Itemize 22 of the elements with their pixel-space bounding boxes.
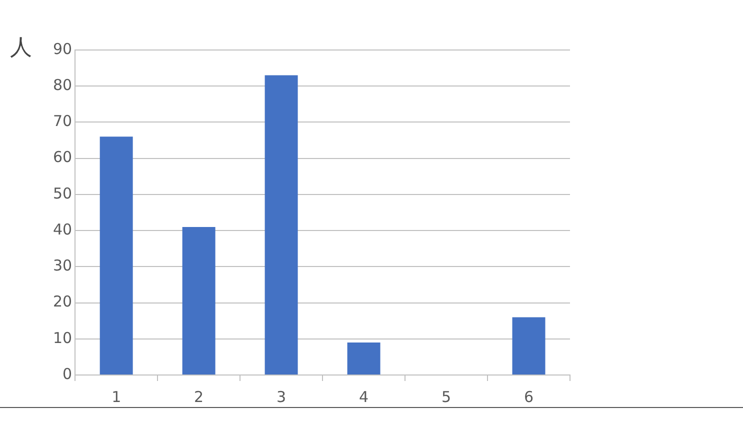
y-tick-label: 10 (52, 328, 72, 347)
bar (264, 75, 298, 374)
y-tick-label: 60 (52, 148, 72, 166)
y-tick-label: 0 (62, 364, 72, 383)
x-tick-label: 1 (112, 388, 122, 406)
y-tick-label: 50 (52, 184, 72, 202)
bar (512, 317, 546, 374)
x-tick-label: 6 (524, 388, 534, 406)
y-tick-label: 80 (52, 76, 72, 94)
y-axis-title: 人 (10, 36, 32, 61)
bar (100, 136, 133, 374)
x-tick-label: 3 (276, 388, 286, 406)
y-tick-label: 70 (52, 112, 72, 130)
bar (182, 226, 216, 374)
bar (347, 342, 380, 374)
y-tick-label: 40 (52, 220, 72, 238)
y-tick-label: 30 (52, 256, 72, 275)
x-tick-label: 2 (194, 388, 204, 406)
y-tick-label: 20 (52, 292, 72, 311)
x-tick-label: 5 (442, 388, 452, 406)
x-tick-label: 4 (359, 388, 369, 406)
y-tick-label: 90 (52, 40, 72, 58)
